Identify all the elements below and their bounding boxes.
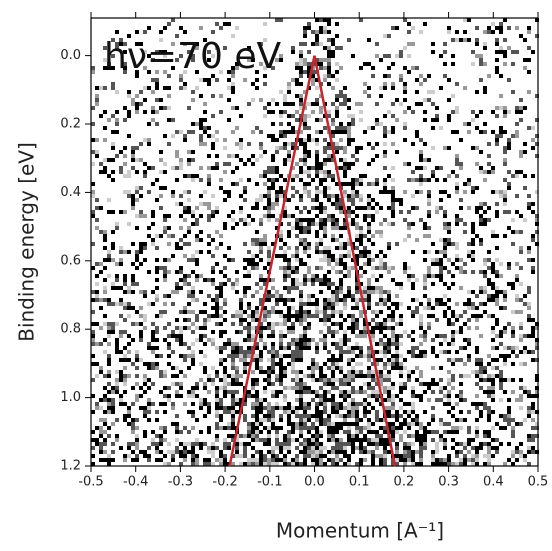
intensity-texture <box>91 18 539 466</box>
x-tick-label: -0.2 <box>212 475 237 490</box>
y-tick-label: 0.4 <box>60 185 81 200</box>
x-tick-label: 0.0 <box>304 475 325 490</box>
y-tick-label: 0.2 <box>60 117 81 132</box>
dispersion-line <box>228 55 316 467</box>
intensity-texture <box>91 26 539 466</box>
x-tick-label: -0.5 <box>78 475 103 490</box>
x-tick-label: 0.4 <box>483 475 504 490</box>
x-axis-label: Momentum [A⁻¹] <box>276 519 444 543</box>
x-tick-label: 0.2 <box>394 475 415 490</box>
y-tick-label: 0.6 <box>60 253 81 268</box>
x-tick-label: -0.4 <box>123 475 148 490</box>
x-tick-label: -0.3 <box>168 475 193 490</box>
x-tick-label: -0.1 <box>257 475 282 490</box>
y-tick-label: 1.0 <box>60 390 81 405</box>
annotation: hν=70 eV <box>104 36 281 77</box>
intensity-texture <box>91 18 539 466</box>
y-tick-label: 0.0 <box>60 48 81 63</box>
x-tick-label: 0.3 <box>438 475 459 490</box>
y-tick-label: 1.2 <box>60 459 81 474</box>
x-tick-label: 0.1 <box>349 475 370 490</box>
x-tick-label: 0.5 <box>528 475 549 490</box>
y-tick-label: 0.8 <box>60 322 81 337</box>
dispersion-line <box>313 55 397 467</box>
y-axis-label: Binding energy [eV] <box>15 142 39 342</box>
